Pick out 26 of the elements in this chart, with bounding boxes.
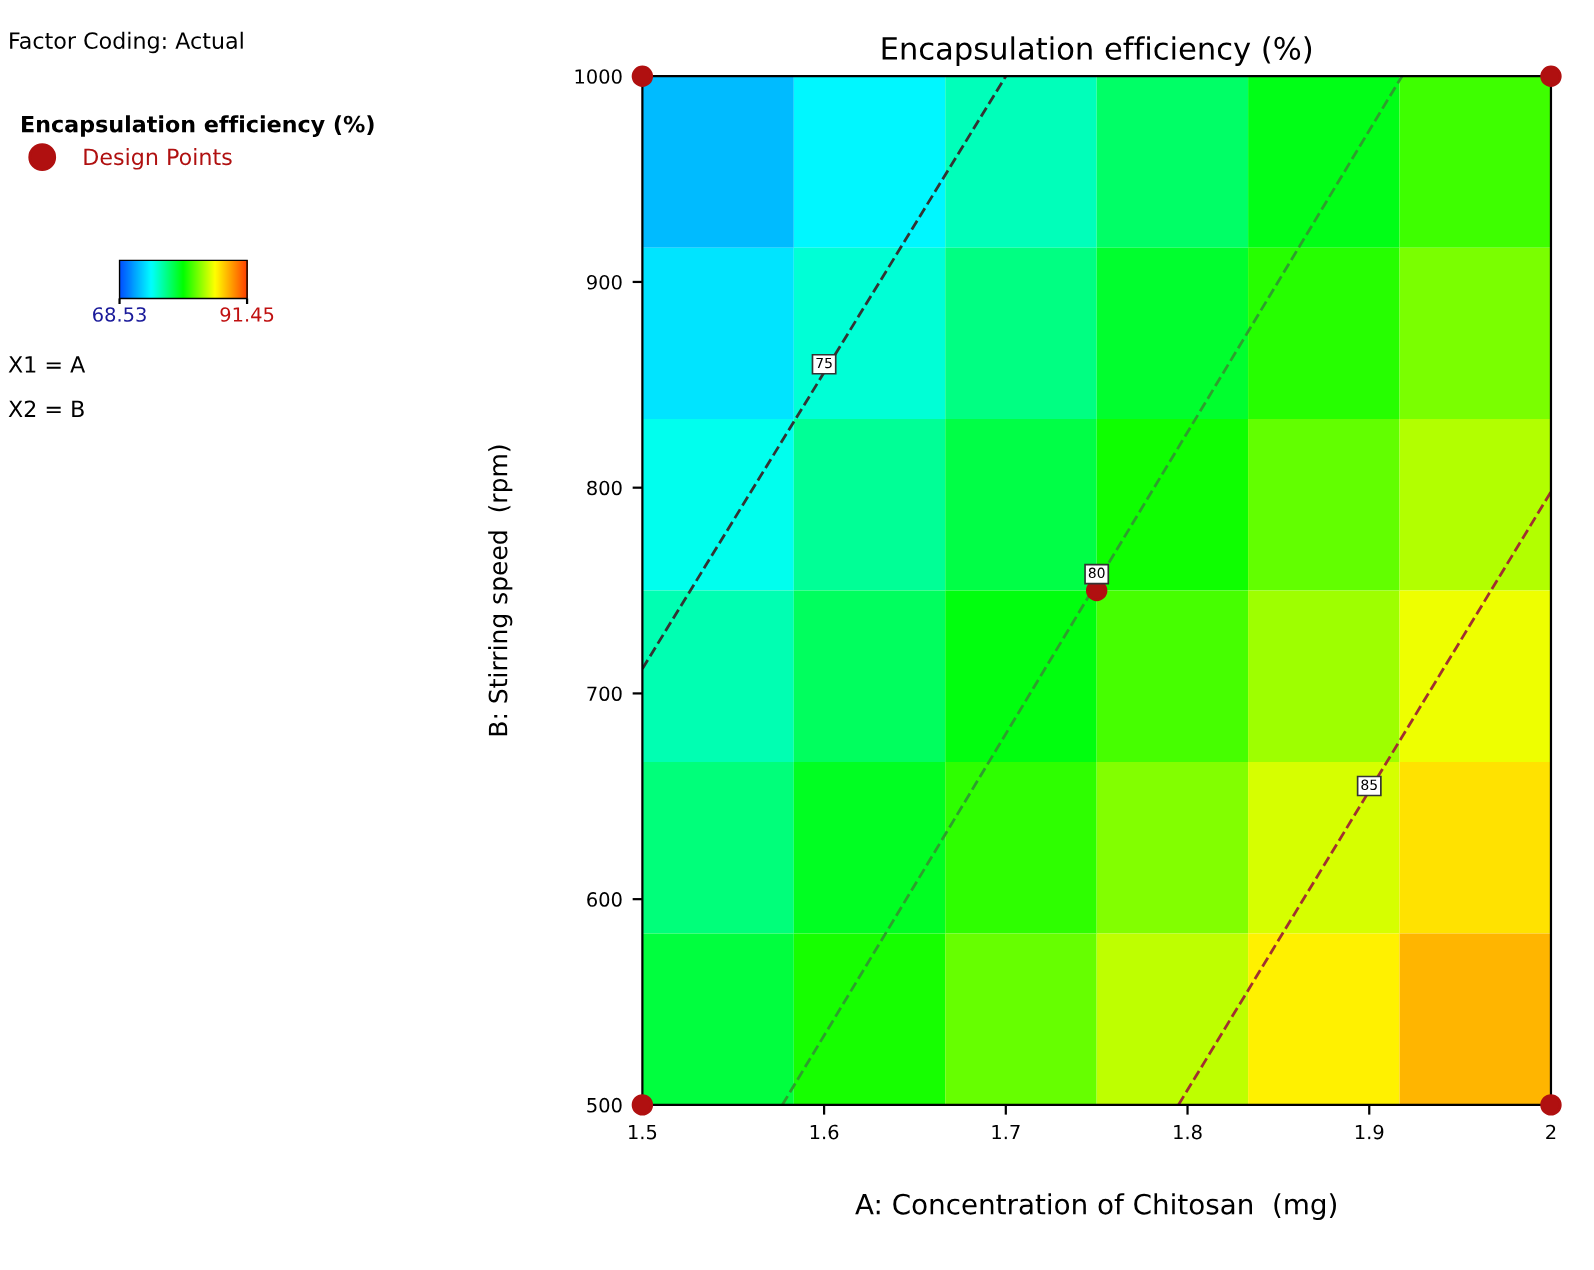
y-tick-label: 500 — [587, 1097, 622, 1113]
y-axis-title: B: Stirring speed (rpm) — [488, 445, 513, 736]
x-axis-title: A: Concentration of Chitosan (mg) — [855, 1193, 1336, 1221]
point — [631, 65, 654, 87]
color-bar-label: 68.53 — [93, 307, 146, 322]
legend-title: Encapsulation efficiency (%) — [22, 115, 374, 137]
text: X2 = B — [8, 400, 84, 417]
x-tick-label: 1.7 — [992, 1124, 1020, 1140]
y-tick-label: 600 — [587, 892, 622, 907]
x-tick-label: 2 — [1546, 1124, 1556, 1140]
y-tick-label: 800 — [587, 480, 622, 496]
legend-label: Design Points — [84, 148, 232, 170]
color-bar-label: 91.45 — [220, 307, 274, 322]
y-tick-label: 700 — [587, 686, 622, 702]
text: X1 = A — [8, 356, 86, 373]
point — [1540, 65, 1562, 87]
point — [1540, 1094, 1562, 1116]
text: Factor Coding: Actual — [10, 31, 243, 54]
y-tick-label: 1000 — [575, 69, 622, 84]
y-tick-label: 900 — [587, 274, 622, 290]
point — [631, 1094, 654, 1116]
x-tick-label: 1.9 — [1355, 1124, 1384, 1140]
chart-title: Encapsulation efficiency (%) — [882, 36, 1312, 66]
x-tick-label: 1.5 — [629, 1124, 657, 1140]
x-tick-label: 1.8 — [1174, 1124, 1202, 1140]
x-tick-label: 1.6 — [810, 1124, 839, 1140]
